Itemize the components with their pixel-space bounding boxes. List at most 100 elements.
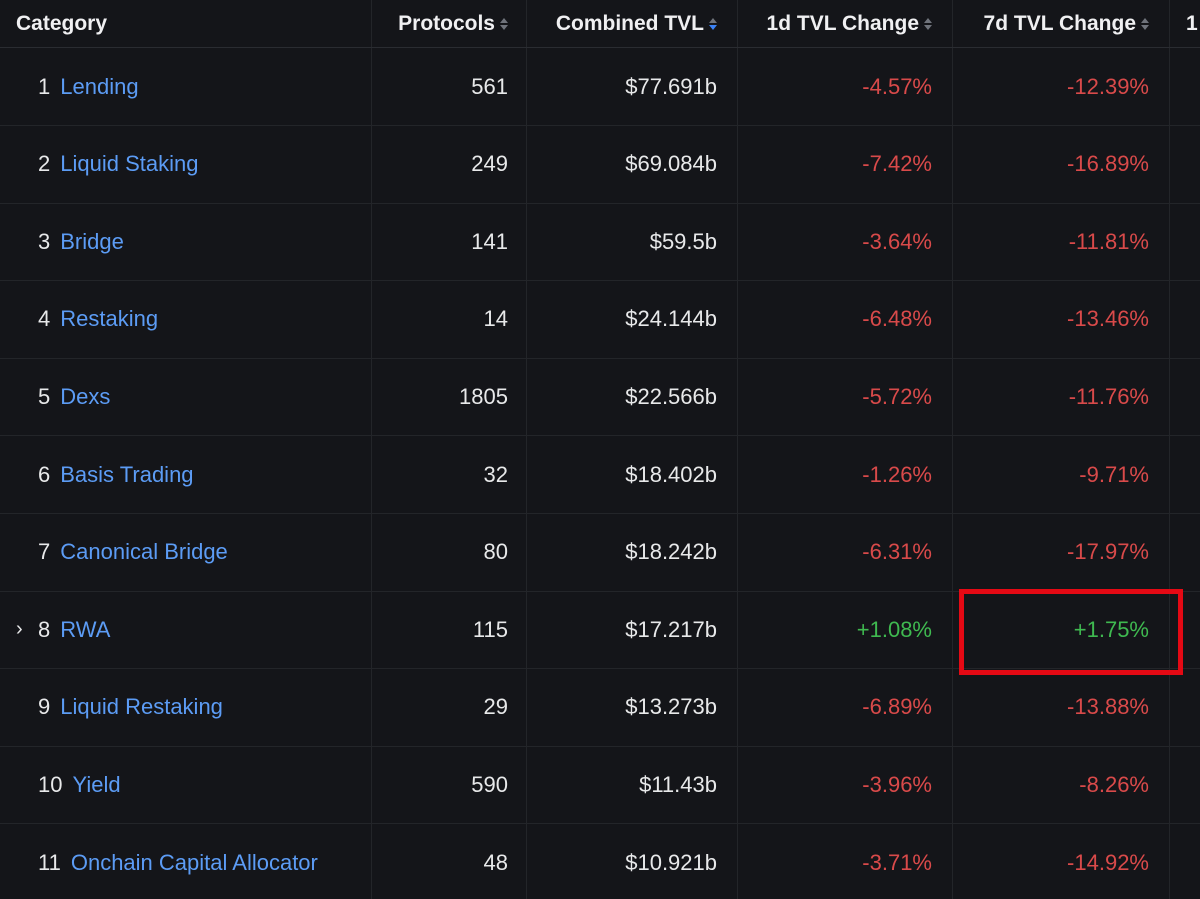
cell-combined-tvl: $18.402b: [527, 436, 738, 513]
cell-7d-change: -16.89%: [953, 125, 1170, 203]
cell-1d-change: -7.42%: [738, 125, 953, 203]
sort-icon[interactable]: [500, 17, 508, 30]
cell-category: 4 Restaking: [0, 280, 372, 358]
cell-combined-tvl: $22.566b: [527, 358, 738, 436]
cell-combined-tvl: $11.43b: [527, 746, 738, 824]
cell-1d-change: -6.48%: [738, 280, 953, 358]
table-row[interactable]: 3 Bridge 141 $59.5b -3.64% -11.81%: [0, 203, 1200, 282]
cell-protocols: 14: [372, 280, 527, 358]
header-combined-tvl-label: Combined TVL: [555, 11, 704, 35]
cell-1d-change: -3.71%: [738, 824, 953, 899]
rank: 5: [38, 383, 51, 409]
cell-7d-change: -14.92%: [953, 824, 1170, 899]
cell-extra: [1170, 514, 1200, 591]
cell-protocols: 141: [372, 203, 527, 281]
cell-protocols: 29: [372, 668, 527, 746]
header-extra-label: 1: [1186, 11, 1198, 35]
rank: 8: [38, 616, 51, 642]
header-combined-tvl[interactable]: Combined TVL: [527, 0, 738, 47]
cell-category: 11 Onchain Capital Allocator: [0, 824, 372, 899]
cell-protocols: 80: [372, 513, 527, 591]
category-link[interactable]: Dexs: [60, 383, 111, 409]
category-link[interactable]: Liquid Restaking: [60, 694, 223, 720]
sort-icon[interactable]: [924, 17, 932, 30]
cell-combined-tvl: $77.691b: [527, 48, 738, 125]
category-link[interactable]: Basis Trading: [60, 461, 194, 487]
cell-category: 10 Yield: [0, 746, 372, 824]
rank: 2: [38, 151, 51, 177]
table-row[interactable]: 11 Onchain Capital Allocator 48 $10.921b -3.…: [0, 824, 1200, 899]
category-link[interactable]: Canonical Bridge: [60, 539, 228, 565]
cell-category: 3 Bridge: [0, 203, 372, 281]
header-7d-change[interactable]: 7d TVL Change: [953, 0, 1170, 47]
header-category[interactable]: Category: [0, 0, 372, 47]
table-row[interactable]: 4 Restaking 14 $24.144b -6.48% -13.46%: [0, 280, 1200, 359]
cell-7d-change: -9.71%: [953, 436, 1170, 513]
table-row[interactable]: 5 Dexs 1805 $22.566b -5.72% -11.76%: [0, 358, 1200, 437]
category-link[interactable]: Bridge: [60, 228, 124, 254]
cell-category: 6 Basis Trading: [0, 436, 372, 513]
cell-category: 2 Liquid Staking: [0, 125, 372, 203]
cell-extra: [1170, 126, 1200, 203]
cell-extra: [1170, 281, 1200, 358]
cell-protocols: 561: [372, 48, 527, 125]
cell-1d-change: +1.08%: [738, 591, 953, 669]
cell-category: 1 Lending: [0, 48, 372, 125]
header-1d-change-label: 1d TVL Change: [766, 11, 919, 35]
cell-protocols: 115: [372, 591, 527, 669]
cell-1d-change: -4.57%: [738, 48, 953, 125]
chevron-right-icon[interactable]: ›: [16, 618, 23, 641]
cell-extra: [1170, 203, 1200, 280]
header-protocols[interactable]: Protocols: [372, 0, 527, 47]
header-category-label: Category: [16, 11, 108, 35]
cell-7d-change: -13.46%: [953, 280, 1170, 358]
cell-7d-change: +1.75%: [953, 591, 1170, 669]
header-1d-change[interactable]: 1d TVL Change: [738, 0, 953, 47]
table-row[interactable]: › 8 RWA 115 $17.217b +1.08% +1.75%: [0, 591, 1200, 670]
table-row[interactable]: 6 Basis Trading 32 $18.402b -1.26% -9.71%: [0, 436, 1200, 514]
category-link[interactable]: Onchain Capital Allocator: [70, 849, 318, 875]
cell-1d-change: -3.96%: [738, 746, 953, 824]
cell-protocols: 1805: [372, 358, 527, 436]
sort-icon[interactable]: [1141, 17, 1149, 30]
rank: 7: [38, 539, 51, 565]
table-row[interactable]: 2 Liquid Staking 249 $69.084b -7.42% -16.89%: [0, 125, 1200, 204]
table-header: Category Protocols Combined TVL 1d TVL C…: [0, 0, 1200, 48]
cell-combined-tvl: $10.921b: [527, 824, 738, 899]
cell-category: 7 Canonical Bridge: [0, 513, 372, 591]
cell-7d-change: -13.88%: [953, 668, 1170, 746]
category-link[interactable]: Lending: [60, 73, 139, 99]
cell-extra: [1170, 48, 1200, 125]
category-link[interactable]: RWA: [60, 616, 111, 642]
cell-7d-change: -12.39%: [953, 48, 1170, 125]
table-row[interactable]: 1 Lending 561 $77.691b -4.57% -12.39%: [0, 48, 1200, 126]
cell-category: 5 Dexs: [0, 358, 372, 436]
highlight-box: [959, 589, 1183, 675]
category-link[interactable]: Yield: [72, 771, 121, 797]
cell-7d-change: -11.81%: [953, 203, 1170, 281]
sort-desc-icon[interactable]: [709, 17, 717, 30]
rank: 4: [38, 306, 51, 332]
cell-7d-change: -17.97%: [953, 513, 1170, 591]
cell-extra: [1170, 358, 1200, 435]
rank: 6: [38, 461, 51, 487]
cell-protocols: 249: [372, 125, 527, 203]
cell-1d-change: -5.72%: [738, 358, 953, 436]
cell-combined-tvl: $18.242b: [527, 513, 738, 591]
table-row[interactable]: 7 Canonical Bridge 80 $18.242b -6.31% -17.97%: [0, 513, 1200, 592]
cell-extra: [1170, 824, 1200, 899]
cell-1d-change: -6.31%: [738, 513, 953, 591]
table-row[interactable]: 10 Yield 590 $11.43b -3.96% -8.26%: [0, 746, 1200, 825]
cell-7d-change: -8.26%: [953, 746, 1170, 824]
cell-7d-change: -11.76%: [953, 358, 1170, 436]
category-link[interactable]: Liquid Staking: [60, 151, 199, 177]
cell-extra: [1170, 746, 1200, 823]
header-extra[interactable]: 1: [1170, 0, 1200, 47]
cell-combined-tvl: $17.217b: [527, 591, 738, 669]
cell-extra: [1170, 669, 1200, 746]
category-link[interactable]: Restaking: [60, 306, 159, 332]
table-row[interactable]: 9 Liquid Restaking 29 $13.273b -6.89% -13.88%: [0, 668, 1200, 747]
cell-1d-change: -3.64%: [738, 203, 953, 281]
cell-protocols: 590: [372, 746, 527, 824]
